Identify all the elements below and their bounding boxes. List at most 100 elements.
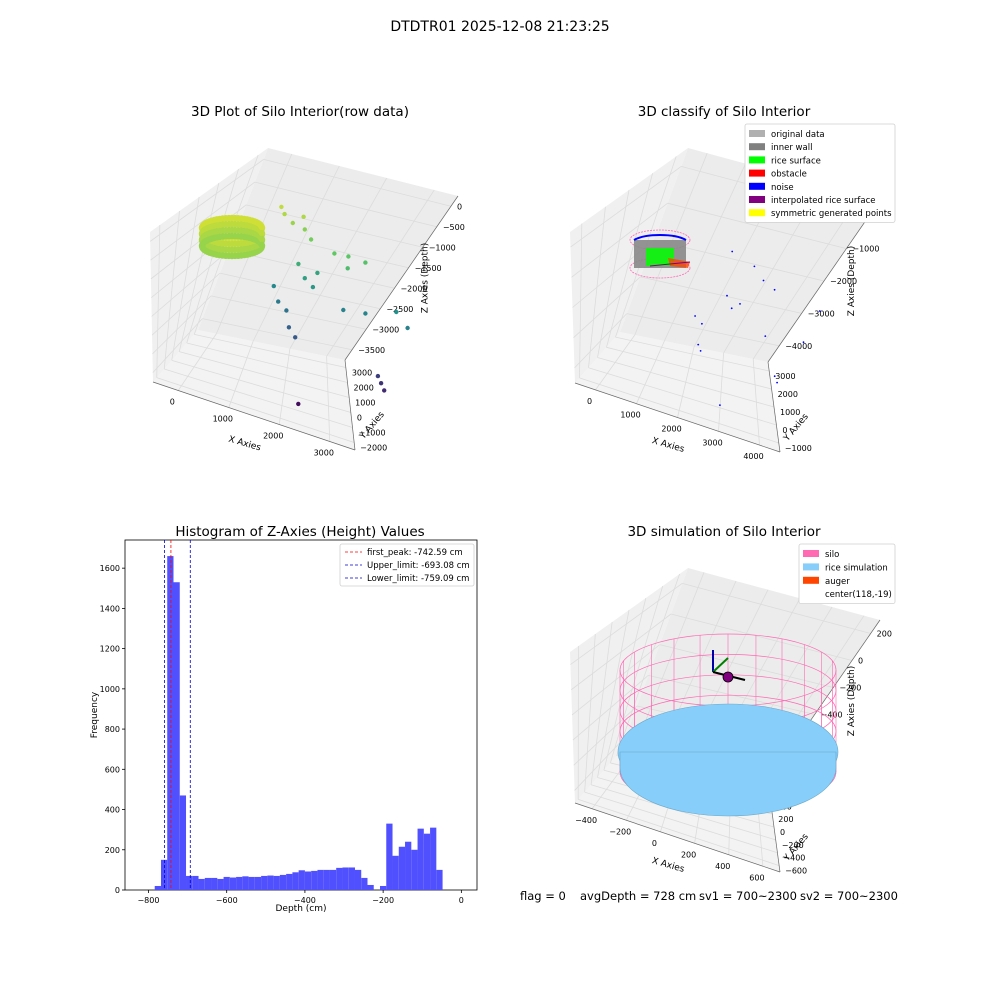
histogram-bar (398, 846, 406, 890)
data-point (296, 401, 301, 407)
noise-point (731, 250, 734, 253)
grid-line (278, 348, 291, 425)
y-tick-label: 1000 (355, 399, 375, 408)
y-tick-label: 1600 (100, 564, 120, 573)
legend-swatch (749, 156, 765, 164)
histogram-bar (342, 867, 349, 890)
y-tick-label: 3000 (775, 372, 795, 381)
panel-title: 3D Plot of Silo Interior(row data) (191, 104, 409, 120)
grid-line (151, 272, 221, 336)
y-tick-label: 200 (778, 815, 793, 824)
data-point (345, 266, 350, 271)
data-point (282, 211, 287, 217)
panel-classify-3d: 3D classify of Silo Interior 0 1000 2000 300… (570, 104, 896, 461)
histogram-bar (167, 556, 174, 890)
y-tick-label: −200 (782, 841, 804, 850)
grid-line (211, 295, 367, 330)
noise-point (773, 288, 776, 291)
footer-sv1: sv1 = 700~2300 (699, 889, 797, 903)
z-tick-label: −4000 (785, 342, 812, 351)
histogram-bar (367, 884, 374, 890)
floor-pane (153, 330, 355, 450)
noise-point (694, 315, 696, 317)
data-point (394, 309, 399, 315)
y-tick-label: 3000 (352, 369, 372, 378)
data-point (296, 261, 301, 267)
grid-line (570, 166, 682, 248)
grid-line (590, 784, 776, 841)
interpolated-points (649, 261, 691, 267)
legend-frame (798, 543, 896, 604)
grid-line (163, 210, 180, 370)
y-tick-label: 2000 (778, 390, 798, 399)
histogram-bar (248, 876, 255, 890)
legend-swatch (749, 182, 765, 190)
histogram-bar (173, 582, 180, 890)
x-tick-label: −200 (372, 896, 394, 905)
x-tick-label: 200 (681, 850, 696, 859)
x-tick-label: −400 (575, 816, 597, 825)
noise-point (701, 322, 703, 325)
grid-line (578, 798, 780, 866)
histogram-bar (286, 873, 293, 890)
axis-edge (767, 199, 881, 363)
grid-line (588, 367, 777, 426)
y-tick-label: −600 (785, 867, 807, 876)
histogram-bar (386, 823, 393, 890)
panel-title: Histogram of Z-Axies (Height) Values (175, 524, 424, 540)
noise-point (726, 294, 728, 297)
grid-line (574, 313, 628, 369)
grid-line (156, 377, 355, 443)
axis-edge (574, 382, 781, 453)
legend-frame (339, 543, 475, 587)
noise-point (776, 381, 778, 384)
z-tick-label: −400 (821, 711, 843, 720)
legend-label: obstacle (771, 170, 807, 180)
data-point (332, 251, 337, 256)
y-tick-label: 200 (105, 846, 120, 855)
figure-suptitle: DTDTR01 2025-12-08 21:23:25 (390, 19, 609, 35)
grid-line (289, 177, 388, 349)
axis-edge (344, 195, 459, 361)
grid-line (202, 318, 353, 351)
legend-swatch (803, 550, 819, 557)
axis-edge (767, 361, 781, 453)
histogram-bar (317, 869, 324, 890)
histogram-bar (304, 871, 312, 890)
footer-status: flag = 0 avgDepth = 728 cm sv1 = 700~230… (520, 889, 898, 903)
noise-point (764, 335, 767, 337)
y-tick-label: −1000 (785, 444, 812, 453)
legend-label: center(118,-19) (825, 590, 892, 600)
noise-point (739, 303, 741, 305)
grid-line (252, 165, 340, 342)
ring-point (258, 235, 265, 243)
legend-label: auger (825, 577, 850, 587)
histogram-bar (192, 875, 199, 890)
legend-swatch (749, 196, 765, 203)
histogram-bar (198, 878, 205, 890)
histogram-bar (411, 849, 418, 890)
grid-line (616, 573, 680, 756)
x-tick-label: 2000 (263, 432, 283, 441)
legend-label: first_peak: -742.59 cm (367, 548, 463, 558)
data-point (378, 381, 384, 386)
histogram-bar (311, 870, 318, 890)
x-tick-label: 3000 (702, 438, 722, 447)
ring-point (258, 223, 265, 231)
grid-line (640, 276, 802, 314)
y-tick-label: 2000 (354, 384, 374, 393)
panel-simulation-3d: 3D simulation of Silo Interior −400 −200 0 2… (570, 524, 896, 882)
grid-line (571, 202, 668, 278)
x-tick-label: 0 (587, 397, 592, 406)
x-tick-label: 400 (715, 862, 730, 871)
data-point (293, 335, 298, 340)
histogram-bar (186, 875, 193, 890)
noise-point (697, 343, 700, 346)
y-axis-label: Frequency (90, 691, 100, 738)
x-tick-label: 1000 (213, 415, 233, 424)
histogram-bar (261, 875, 268, 890)
histogram-bar (223, 876, 230, 890)
legend-label: silo (825, 550, 839, 560)
x-tick-label: 0 (652, 839, 657, 848)
z-tick-label: −3500 (358, 346, 385, 355)
